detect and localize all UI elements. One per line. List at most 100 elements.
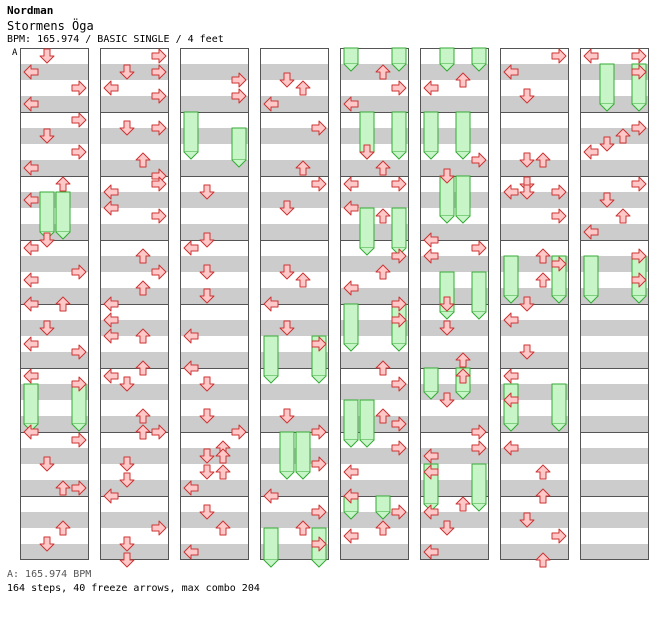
up-arrow-icon [135,152,151,168]
left-arrow-icon [343,176,359,192]
left-arrow-icon [23,64,39,80]
chart-column [180,48,249,560]
beat-stripe [20,176,89,192]
right-arrow-icon [311,120,327,136]
down-arrow-icon [519,296,535,312]
beat-stripe [580,304,649,320]
freeze-tail [439,215,455,224]
freeze-body [39,191,55,233]
left-arrow-icon [263,488,279,504]
beat-stripe [580,400,649,416]
beat-stripe [20,480,89,496]
right-arrow-icon [631,176,647,192]
right-arrow-icon [391,176,407,192]
beat-stripe [180,224,249,240]
right-arrow-icon [71,112,87,128]
beat-stripe [580,352,649,368]
left-arrow-icon [183,544,199,560]
beat-stripe [100,80,169,96]
freeze-body [439,47,455,65]
freeze-tail [263,559,279,568]
up-arrow-icon [375,360,391,376]
beat-stripe [580,512,649,528]
beat-stripe [100,336,169,352]
beat-stripe [20,240,89,256]
beat-stripe [580,176,649,192]
left-arrow-icon [183,240,199,256]
left-arrow-icon [103,368,119,384]
freeze-tail [55,231,71,240]
right-arrow-icon [311,424,327,440]
beat-stripe [580,528,649,544]
beat-stripe [500,112,569,128]
left-arrow-icon [503,440,519,456]
beat-stripe [260,400,329,416]
beat-stripe [420,528,489,544]
down-arrow-icon [439,392,455,408]
up-arrow-icon [215,464,231,480]
left-arrow-icon [423,448,439,464]
up-arrow-icon [455,352,471,368]
left-arrow-icon [423,544,439,560]
freeze-tail [551,295,567,304]
song-title: Stormens Öga [7,19,94,33]
beat-stripe [100,416,169,432]
right-arrow-icon [551,528,567,544]
up-arrow-icon [375,408,391,424]
chart-meta: BPM: 165.974 / BASIC SINGLE / 4 feet [7,34,224,45]
beat-stripe [180,304,249,320]
down-arrow-icon [279,320,295,336]
beat-stripe [100,512,169,528]
beat-stripe [500,336,569,352]
left-arrow-icon [23,160,39,176]
down-arrow-icon [359,144,375,160]
beat-stripe [340,480,409,496]
down-arrow-icon [279,408,295,424]
freeze-body [359,207,375,249]
freeze-tail [503,423,519,432]
freeze-body [583,255,599,297]
beat-stripe [180,368,249,384]
freeze-body [391,207,407,249]
beat-stripe [180,80,249,96]
freeze-tail [423,151,439,160]
right-arrow-icon [71,344,87,360]
beat-stripe [420,80,489,96]
down-arrow-icon [519,152,535,168]
up-arrow-icon [135,424,151,440]
left-arrow-icon [103,312,119,328]
beat-stripe [20,496,89,512]
up-arrow-icon [615,128,631,144]
right-arrow-icon [151,88,167,104]
freeze-tail [343,343,359,352]
beat-stripe [180,512,249,528]
beat-stripe [180,240,249,256]
beat-stripe [20,432,89,448]
beat-stripe [100,208,169,224]
beat-stripe [260,48,329,64]
chart-column [500,48,569,568]
beat-stripe [580,208,649,224]
beat-stripe [260,304,329,320]
artist-name: Nordman [7,4,54,17]
right-arrow-icon [311,176,327,192]
up-arrow-icon [295,520,311,536]
freeze-tail [551,423,567,432]
freeze-tail [343,439,359,448]
right-arrow-icon [71,80,87,96]
up-arrow-icon [535,552,551,568]
freeze-tail [359,439,375,448]
column-border [340,48,409,560]
freeze-tail [471,503,487,512]
left-arrow-icon [183,328,199,344]
up-arrow-icon [135,328,151,344]
beat-stripe [20,304,89,320]
down-arrow-icon [439,520,455,536]
beat-stripe [100,128,169,144]
beat-stripe [100,432,169,448]
freeze-tail [311,559,327,568]
freeze-body [263,527,279,561]
down-arrow-icon [279,72,295,88]
up-arrow-icon [535,488,551,504]
beat-stripe [340,192,409,208]
